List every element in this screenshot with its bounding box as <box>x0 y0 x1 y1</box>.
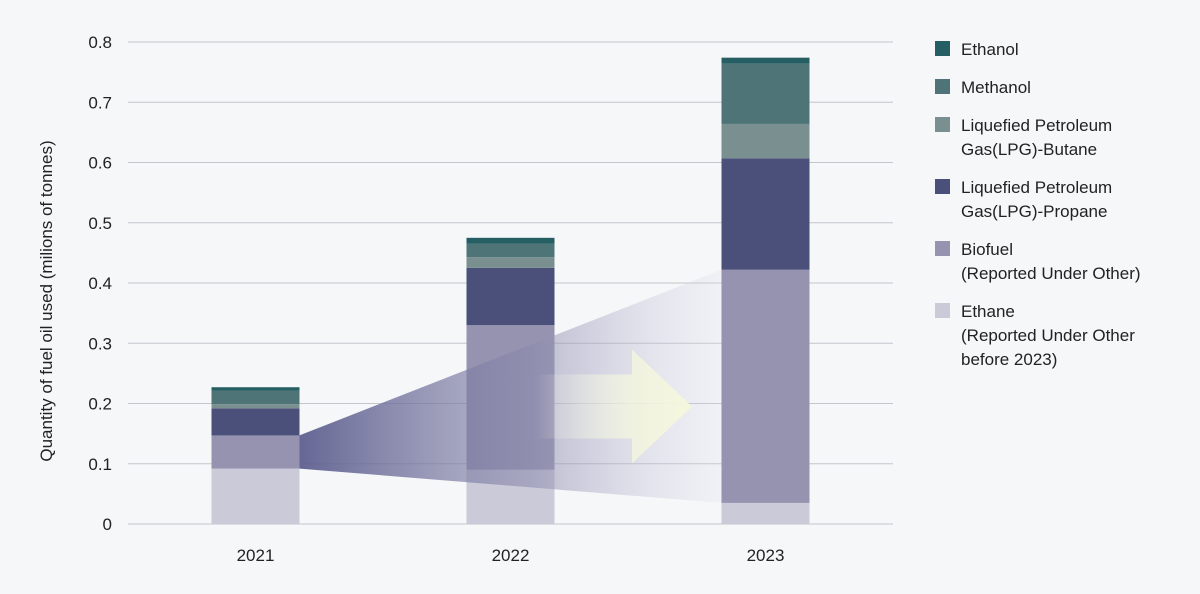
growth-arrow <box>535 349 692 464</box>
legend-swatch <box>935 41 950 56</box>
y-tick-label: 0.2 <box>88 395 112 414</box>
y-tick-label: 0.5 <box>88 214 112 233</box>
bar-segment <box>211 404 300 409</box>
x-tick-label: 2022 <box>492 546 530 565</box>
bar-segment <box>721 502 810 524</box>
bar-segment <box>211 390 300 405</box>
bar-segment <box>211 468 300 524</box>
legend-item: Biofuel (Reported Under Other) <box>935 240 1141 283</box>
bar-segment <box>211 435 300 469</box>
y-axis-title: Quantity of fuel oil used (milions of to… <box>37 140 56 461</box>
bar-segment <box>721 123 810 159</box>
legend-swatch <box>935 303 950 318</box>
bar-segment <box>466 243 555 258</box>
y-tick-label: 0.4 <box>88 274 112 293</box>
legend-item: Methanol <box>935 78 1031 97</box>
legend-item: Liquefied Petroleum Gas(LPG)-Propane <box>935 178 1112 221</box>
growth-funnel <box>299 269 722 503</box>
bar-segment <box>721 158 810 270</box>
legend-swatch <box>935 241 950 256</box>
legend-label: Ethane (Reported Under Other before 2023) <box>961 302 1135 369</box>
legend-label: Liquefied Petroleum Gas(LPG)-Propane <box>961 178 1112 221</box>
y-tick-label: 0.8 <box>88 33 112 52</box>
legend: Ethanol Methanol Liquefied Petroleum Gas(LP… <box>935 40 1141 369</box>
bar-segment <box>466 267 555 326</box>
y-axis-ticks: 0 0.1 0.2 0.3 0.4 0.5 0.6 0.7 0.8 <box>88 33 112 534</box>
bar-segment <box>466 237 555 244</box>
bar-segment <box>721 57 810 64</box>
legend-item: Ethane (Reported Under Other before 2023) <box>935 302 1135 369</box>
legend-item: Liquefied Petroleum Gas(LPG)-Butane <box>935 116 1112 159</box>
legend-label: Ethanol <box>961 40 1019 59</box>
bar-segment <box>721 63 810 124</box>
bar-segment <box>211 408 300 436</box>
bar-segment <box>466 257 555 268</box>
y-tick-label: 0.7 <box>88 93 112 112</box>
legend-label: Biofuel (Reported Under Other) <box>961 240 1141 283</box>
x-axis-ticks: 2021 2022 2023 <box>237 546 785 565</box>
bar-segment <box>721 269 810 503</box>
x-tick-label: 2021 <box>237 546 275 565</box>
legend-label: Methanol <box>961 78 1031 97</box>
legend-swatch <box>935 179 950 194</box>
legend-item: Ethanol <box>935 40 1019 59</box>
y-tick-label: 0.1 <box>88 455 112 474</box>
bar-segment <box>211 387 300 391</box>
legend-swatch <box>935 117 950 132</box>
growth-highlight <box>299 269 722 503</box>
legend-label: Liquefied Petroleum Gas(LPG)-Butane <box>961 116 1112 159</box>
legend-swatch <box>935 79 950 94</box>
y-tick-label: 0.3 <box>88 334 112 353</box>
y-tick-label: 0 <box>103 515 112 534</box>
y-tick-label: 0.6 <box>88 154 112 173</box>
x-tick-label: 2023 <box>747 546 785 565</box>
